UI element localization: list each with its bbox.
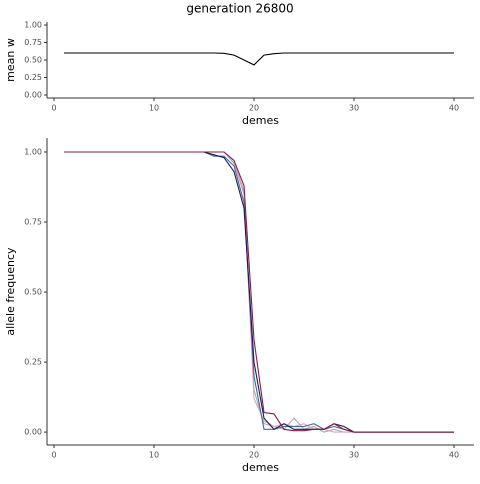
y-axis-label: mean w <box>4 38 17 82</box>
y-tick-label: 1.00 <box>24 21 42 30</box>
y-tick-label: 0.00 <box>24 90 42 99</box>
series-line <box>64 52 454 66</box>
y-axis-label: allele frequency <box>4 247 17 336</box>
x-tick-label: 10 <box>149 104 159 113</box>
x-tick-label: 20 <box>249 451 259 460</box>
x-tick-label: 10 <box>149 451 159 460</box>
x-axis-label: demes <box>242 461 279 474</box>
y-tick-label: 0.50 <box>24 56 42 65</box>
y-tick-label: 0.00 <box>24 428 42 437</box>
x-tick-label: 40 <box>449 104 459 113</box>
series-line <box>64 151 454 433</box>
y-tick-label: 0.25 <box>24 73 42 82</box>
y-tick-label: 0.75 <box>24 218 42 227</box>
y-tick-label: 0.75 <box>24 38 42 47</box>
x-tick-label: 30 <box>349 104 359 113</box>
x-axis-label: demes <box>242 114 279 127</box>
title: generation 26800 <box>186 2 293 16</box>
x-tick-label: 30 <box>349 451 359 460</box>
x-tick-label: 0 <box>51 104 56 113</box>
x-tick-label: 0 <box>51 451 56 460</box>
y-tick-label: 0.50 <box>24 288 42 297</box>
x-tick-label: 20 <box>249 104 259 113</box>
y-tick-label: 1.00 <box>24 148 42 157</box>
x-tick-label: 40 <box>449 451 459 460</box>
y-tick-label: 0.25 <box>24 358 42 367</box>
